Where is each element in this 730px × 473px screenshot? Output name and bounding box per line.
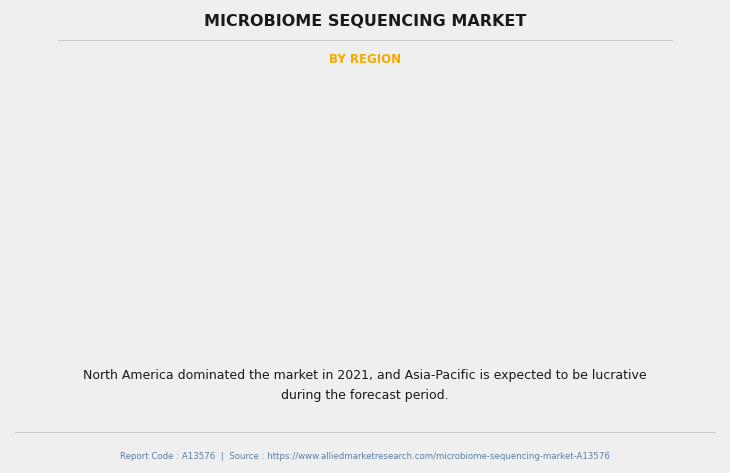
Text: North America dominated the market in 2021, and Asia-Pacific is expected to be l: North America dominated the market in 20… [83, 369, 647, 402]
Text: Report Code : A13576  |  Source : https://www.alliedmarketresearch.com/microbiom: Report Code : A13576 | Source : https://… [120, 452, 610, 461]
Text: MICROBIOME SEQUENCING MARKET: MICROBIOME SEQUENCING MARKET [204, 15, 526, 29]
Text: BY REGION: BY REGION [329, 53, 401, 66]
